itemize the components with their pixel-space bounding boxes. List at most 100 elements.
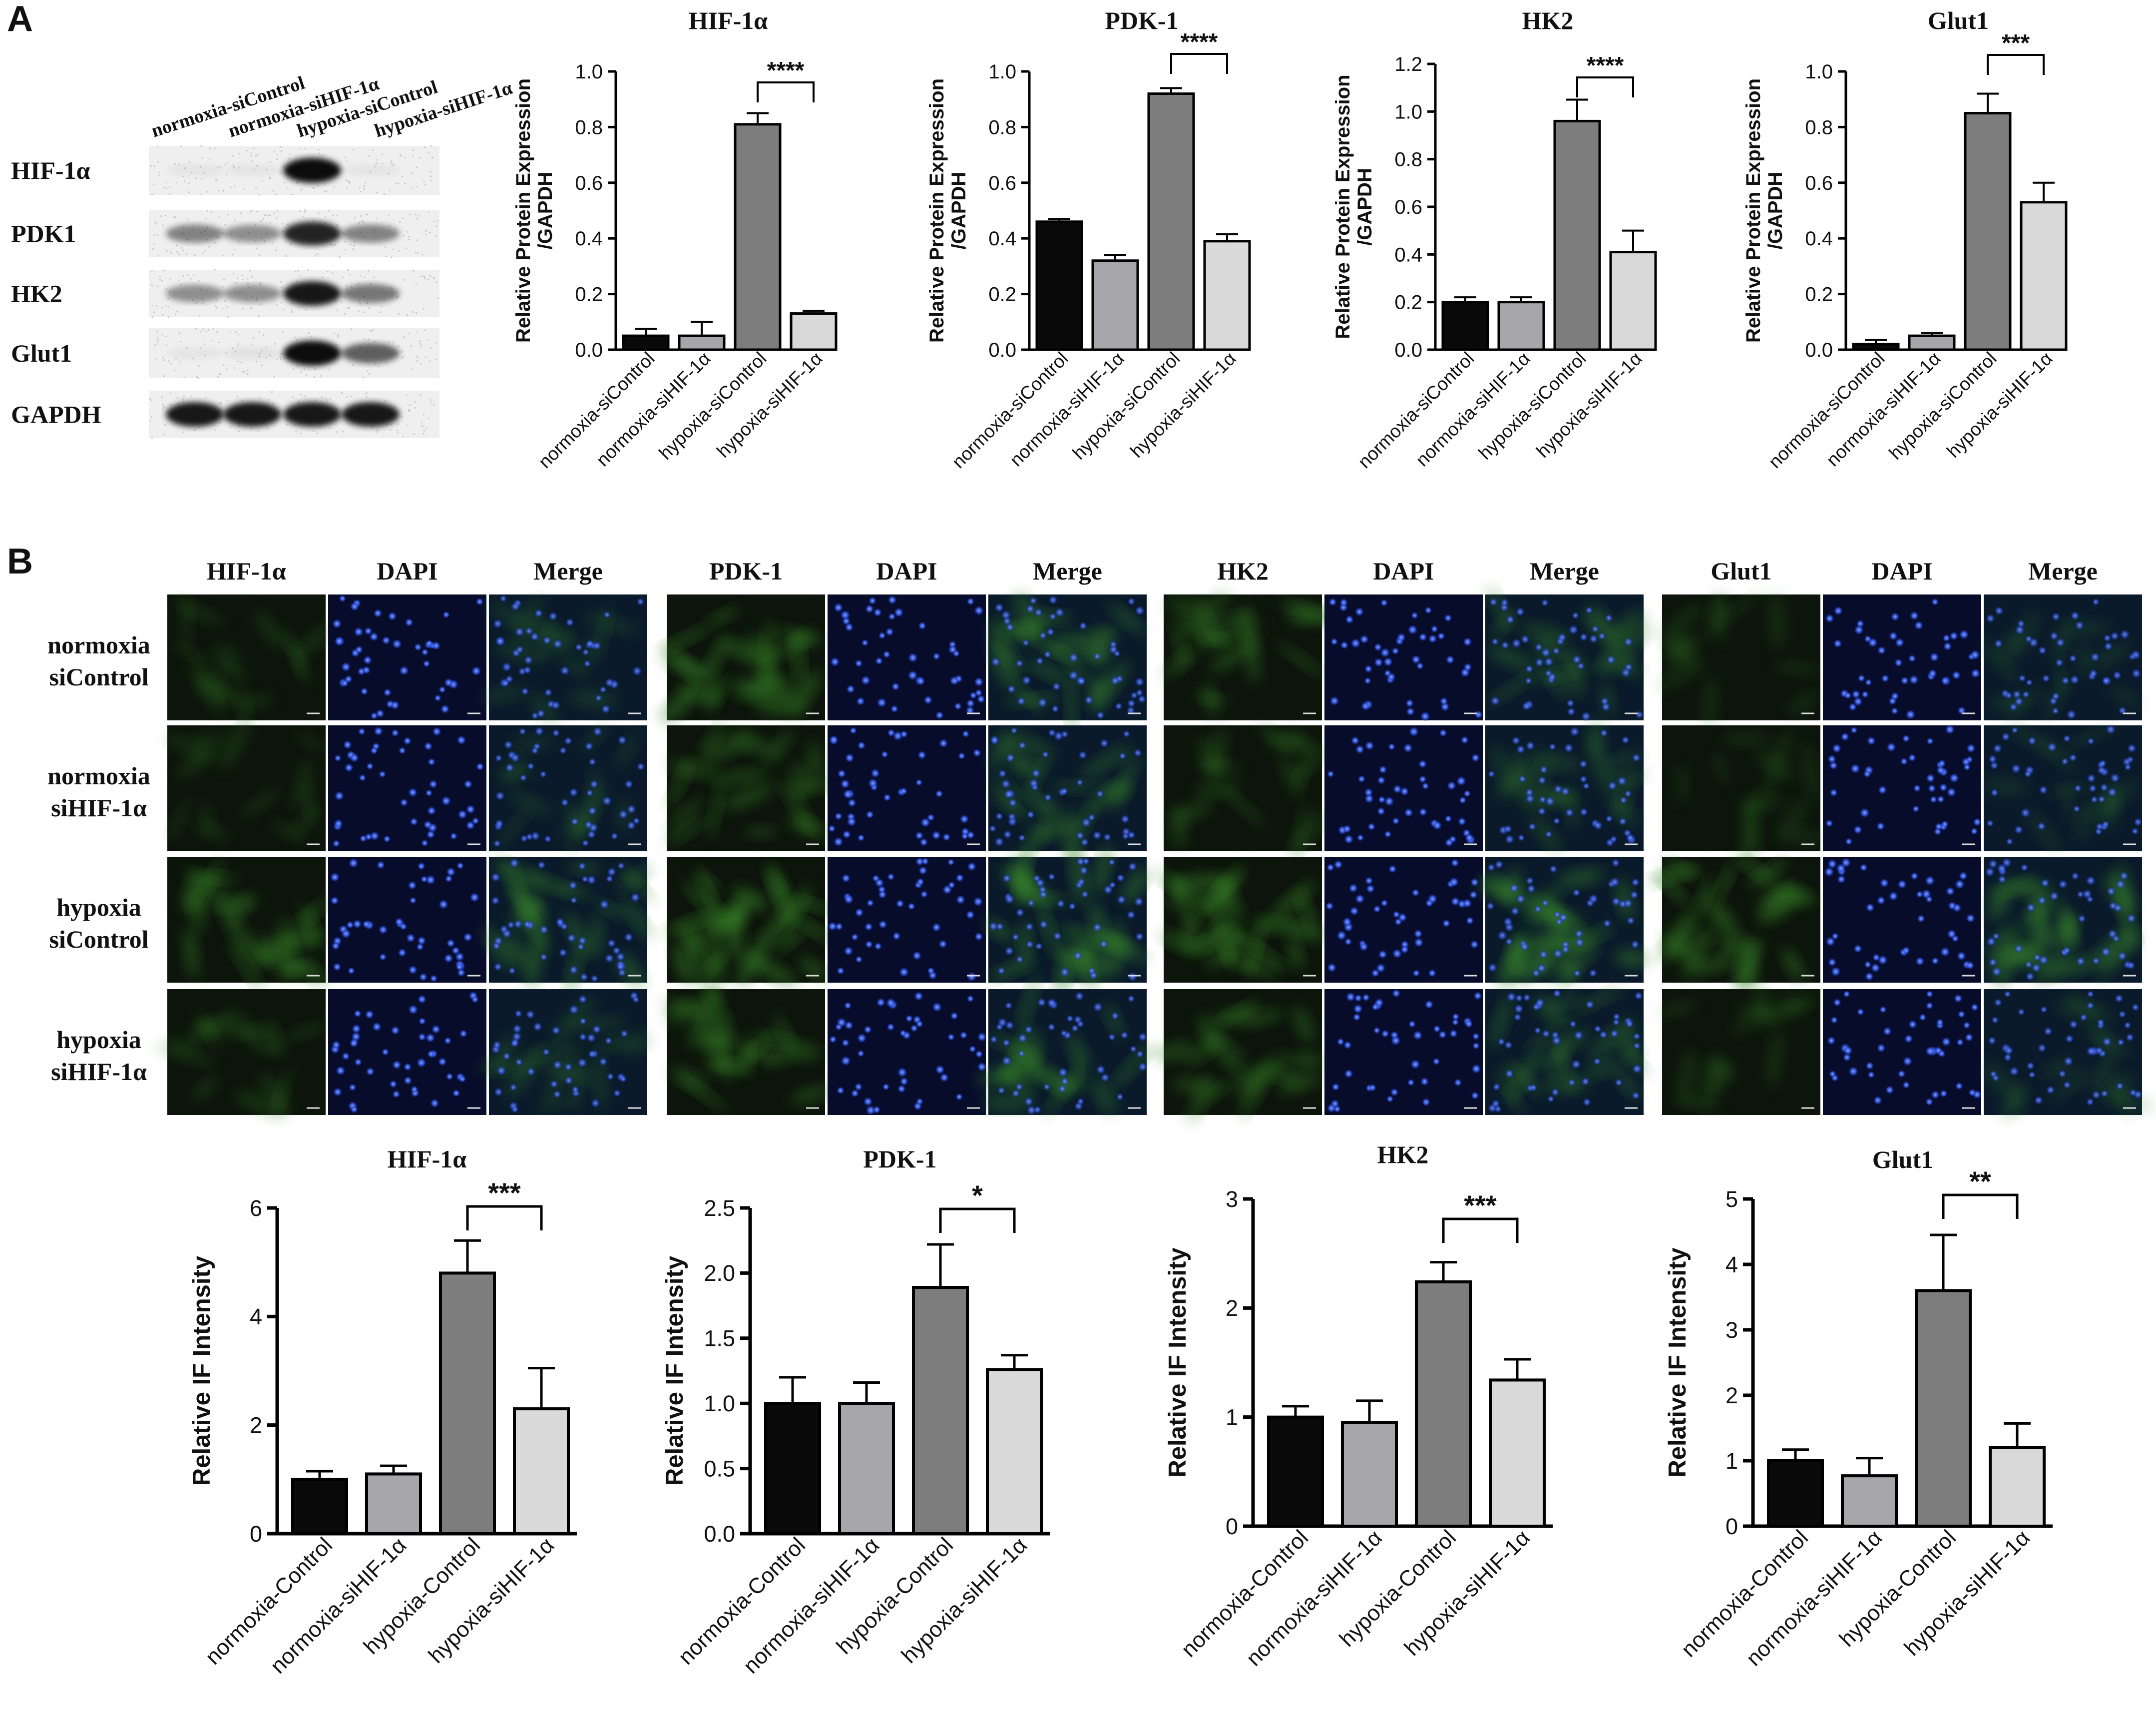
wb-noise: [202, 302, 204, 305]
if-dapi-nucleus: [2061, 757, 2069, 765]
wb-noise: [169, 404, 171, 406]
if-dapi-nucleus: [590, 975, 599, 983]
wb-noise: [390, 429, 392, 431]
if-dapi-nucleus: [1572, 888, 1581, 897]
if-green-signal: [569, 690, 618, 708]
wb-noise: [163, 406, 165, 408]
if-dapi-nucleus: [1988, 754, 1997, 764]
wb-noise: [304, 148, 306, 150]
if-dapi-nucleus: [1464, 1020, 1473, 1028]
if-dapi-nucleus: [1111, 1012, 1119, 1020]
if-green-signal: [2056, 1001, 2113, 1022]
wb-noise: [334, 244, 336, 246]
if-dapi-nucleus: [2107, 887, 2116, 896]
if-dapi-nucleus: [1055, 607, 1065, 617]
wb-noise: [158, 174, 160, 177]
if-dapi-nucleus: [523, 665, 532, 674]
if-dapi-nucleus: [409, 897, 417, 904]
if-dapi-nucleus: [2113, 670, 2122, 680]
if-dapi-nucleus: [1039, 631, 1047, 639]
if-dapi-nucleus: [1330, 637, 1338, 645]
wb-noise: [218, 189, 220, 192]
bar: [1609, 251, 1657, 351]
if-dapi-nucleus: [1966, 961, 1975, 970]
wb-noise: [164, 424, 166, 426]
if-dapi-nucleus: [333, 1087, 343, 1097]
if-dapi-nucleus: [1968, 1089, 1976, 1097]
if-dapi-nucleus: [426, 639, 433, 647]
wb-noise: [372, 329, 374, 331]
if-dapi-nucleus: [1047, 1023, 1056, 1031]
wb-noise: [226, 306, 228, 308]
if-dapi-nucleus: [1928, 669, 1937, 678]
if-dapi-nucleus: [392, 639, 402, 649]
wb-noise: [157, 255, 160, 257]
if-dapi-nucleus: [1568, 624, 1579, 635]
if-dapi-nucleus: [1412, 969, 1420, 977]
if-dapi-nucleus: [358, 727, 366, 735]
if-dapi-nucleus: [1035, 942, 1043, 950]
if-dapi-nucleus: [2047, 742, 2057, 752]
if-dapi-nucleus: [1886, 742, 1896, 752]
y-tick-label: 0.6: [1805, 172, 1833, 194]
if-dapi-nucleus: [918, 621, 926, 630]
wb-noise: [258, 331, 260, 333]
if-dapi-nucleus: [330, 872, 340, 882]
if-dapi-nucleus: [360, 687, 369, 695]
if-green-signal: [489, 603, 532, 629]
if-dapi-nucleus: [525, 627, 533, 635]
if-dapi-nucleus: [921, 857, 929, 865]
if-dapi-nucleus: [1825, 937, 1835, 947]
if-green-signal: [809, 740, 822, 787]
wb-noise: [409, 239, 411, 241]
significance-label: ***: [488, 1177, 521, 1208]
y-tick-label: 0.0: [704, 1521, 735, 1547]
if-green-signal: [1123, 867, 1148, 903]
if-dapi-nucleus: [1916, 890, 1923, 898]
wb-noise: [311, 186, 313, 189]
wb-band: [283, 157, 341, 183]
if-dapi-nucleus: [868, 596, 876, 605]
wb-noise: [151, 399, 153, 401]
if-dapi-nucleus: [931, 830, 941, 840]
if-green-signal: [1197, 912, 1231, 955]
wb-noise: [212, 328, 215, 330]
if-dapi-nucleus: [1015, 1083, 1023, 1091]
if-dapi-nucleus: [2110, 631, 2119, 640]
if-dapi-nucleus: [1873, 1096, 1882, 1105]
if-green-signal: [981, 1096, 1031, 1110]
significance-label: ****: [1181, 29, 1218, 55]
if-dapi-nucleus: [438, 899, 448, 910]
wb-noise: [376, 159, 378, 161]
y-tick-label: 0.5: [704, 1456, 735, 1481]
wb-noise: [165, 288, 167, 290]
if-dapi-nucleus: [873, 608, 882, 617]
if-dapi-nucleus: [379, 953, 387, 961]
if-dapi-nucleus: [2078, 914, 2086, 923]
if-dapi-nucleus: [1829, 788, 1838, 797]
if-dapi-nucleus: [1966, 743, 1976, 753]
if-dapi-nucleus: [1938, 759, 1946, 767]
if-dapi-nucleus: [2069, 1020, 2078, 1029]
if-green-signal: [564, 912, 592, 957]
if-dapi-nucleus: [1928, 784, 1936, 793]
if-dapi-nucleus: [1509, 883, 1519, 893]
if-dapi-nucleus: [1082, 857, 1090, 865]
if-green-signal: [679, 684, 718, 702]
if-dapi-nucleus: [844, 1002, 852, 1010]
wb-noise: [406, 314, 408, 316]
if-dapi-nucleus: [1621, 667, 1631, 677]
if-dapi-nucleus: [1472, 1042, 1480, 1050]
if-green-signal: [707, 608, 738, 625]
if-dapi-nucleus: [586, 875, 597, 885]
if-green-signal: [1782, 948, 1804, 982]
wb-noise: [297, 270, 299, 272]
if-column-header: DAPI: [377, 557, 437, 585]
wb-noise: [385, 246, 387, 248]
if-dapi-nucleus: [935, 790, 943, 798]
if-dapi-nucleus: [1452, 1019, 1459, 1026]
if-green-signal: [1529, 752, 1583, 771]
wb-noise: [200, 145, 202, 147]
if-dapi-nucleus: [341, 929, 351, 939]
if-dapi-nucleus: [2040, 1006, 2048, 1014]
